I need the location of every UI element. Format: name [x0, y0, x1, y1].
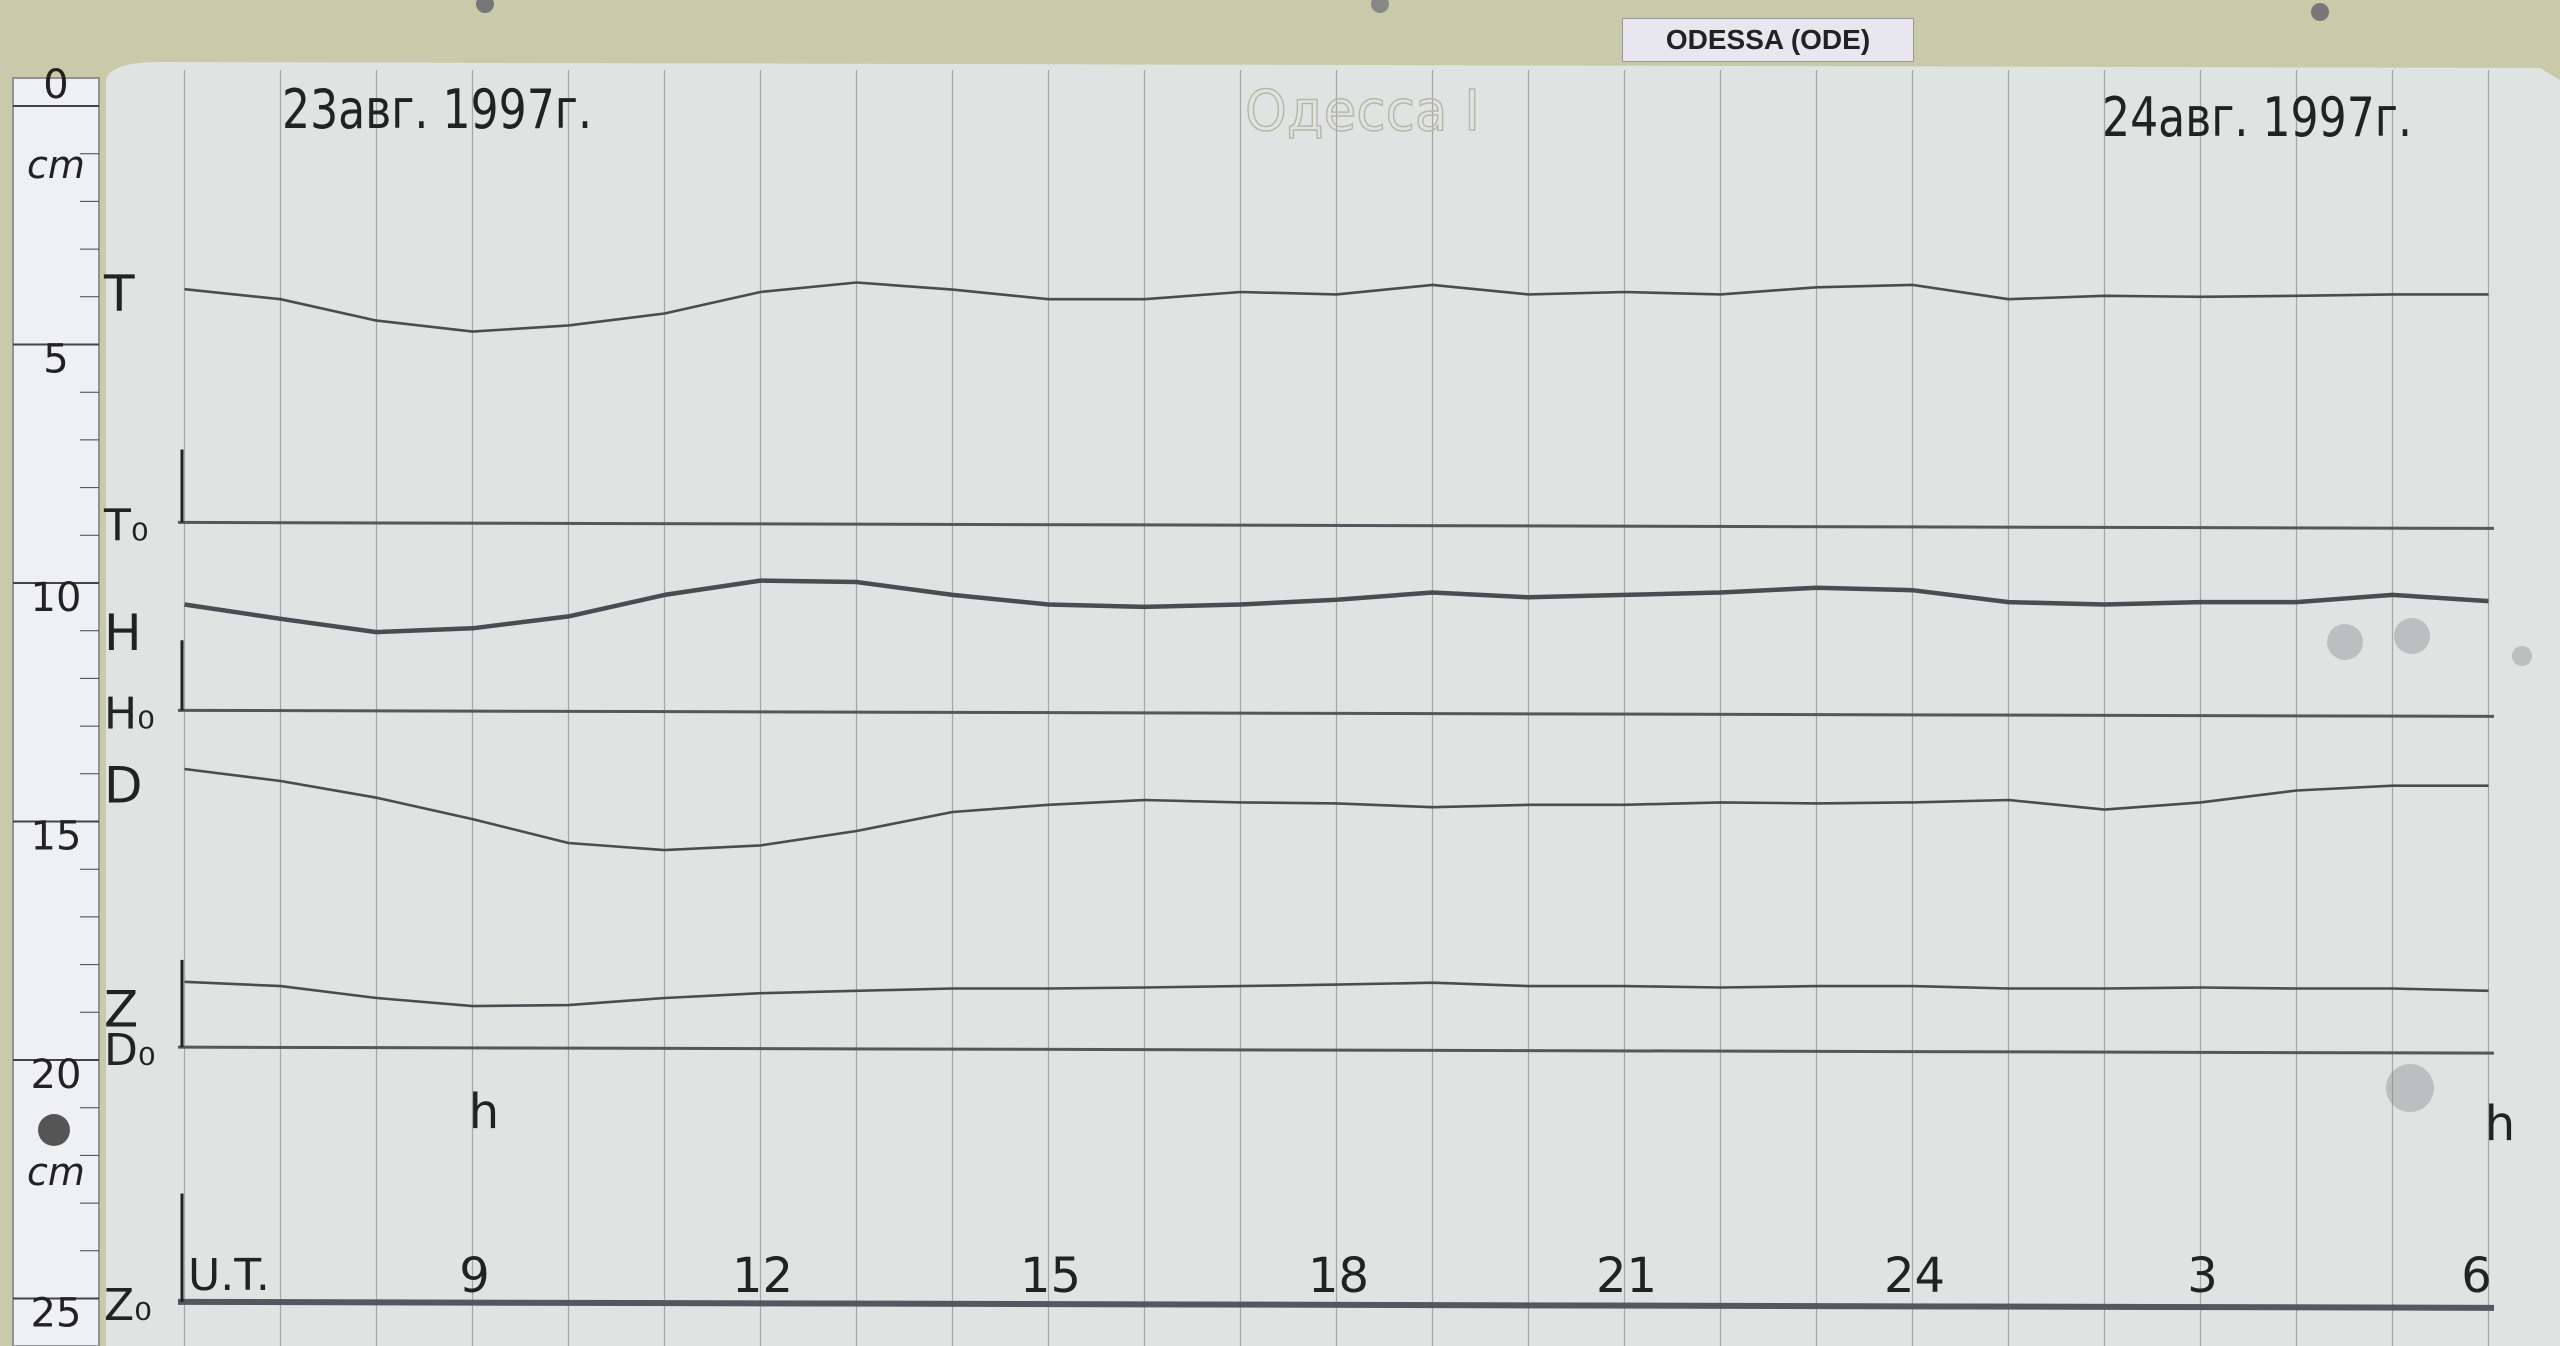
x-tick-label: 21	[1596, 1248, 1657, 1304]
hour-marker: h	[2485, 1096, 2515, 1152]
ink-smudge	[2327, 624, 2363, 660]
ruler-unit-label: cm	[27, 1150, 85, 1194]
baseline-label: H₀	[104, 688, 155, 739]
trace-T	[184, 281, 2489, 333]
trace-label: Z	[104, 981, 138, 1039]
ink-smudge	[2512, 646, 2532, 666]
ruler-label: 25	[31, 1291, 82, 1337]
baseline-label: Z₀	[104, 1280, 152, 1331]
trace-D	[184, 767, 2489, 852]
ink-smudge	[2386, 1064, 2434, 1112]
station-label: ODESSA (ODE)	[1622, 18, 1914, 62]
chart-paper	[106, 62, 2560, 1346]
ruler-label: 15	[31, 814, 82, 860]
hour-marker: h	[469, 1084, 499, 1140]
x-tick-label: 3	[2187, 1248, 2218, 1304]
screw-icon	[476, 0, 494, 13]
x-tick-label: 24	[1884, 1248, 1945, 1304]
ruler-unit-label: cm	[27, 143, 85, 187]
date-start-label: 23авг. 1997г.	[282, 78, 592, 141]
ruler-label: 20	[31, 1052, 82, 1098]
baseline-2	[177, 1045, 2495, 1055]
ink-smudge	[2394, 618, 2430, 654]
trace-Z	[184, 980, 2489, 1008]
x-tick-label: 18	[1308, 1248, 1369, 1304]
screw-icon	[2311, 3, 2329, 21]
ruler-label: 5	[43, 337, 68, 383]
x-tick-label: 15	[1020, 1248, 1081, 1304]
baseline-0	[177, 520, 2495, 530]
x-axis-label: U.T.	[188, 1250, 270, 1301]
date-end-label: 24авг. 1997г.	[2102, 86, 2412, 149]
x-tick-label: 9	[459, 1248, 490, 1304]
baseline-label: D₀	[104, 1025, 156, 1076]
trace-label: T	[103, 265, 135, 323]
ruler-marker-icon	[38, 1114, 70, 1146]
baseline-1	[177, 708, 2495, 718]
ruler-label: 0	[43, 62, 68, 108]
x-tick-label: 6	[2461, 1248, 2492, 1304]
trace-H	[184, 578, 2489, 635]
trace-label: H	[104, 604, 142, 662]
ruler-label: 10	[31, 575, 82, 621]
screw-icon	[1371, 0, 1389, 13]
chart-title: Одесса I	[1245, 79, 1480, 144]
x-tick-label: 12	[732, 1248, 793, 1304]
baseline-label: T₀	[103, 500, 149, 551]
baseline-3	[177, 1298, 2495, 1311]
trace-label: D	[104, 756, 143, 814]
